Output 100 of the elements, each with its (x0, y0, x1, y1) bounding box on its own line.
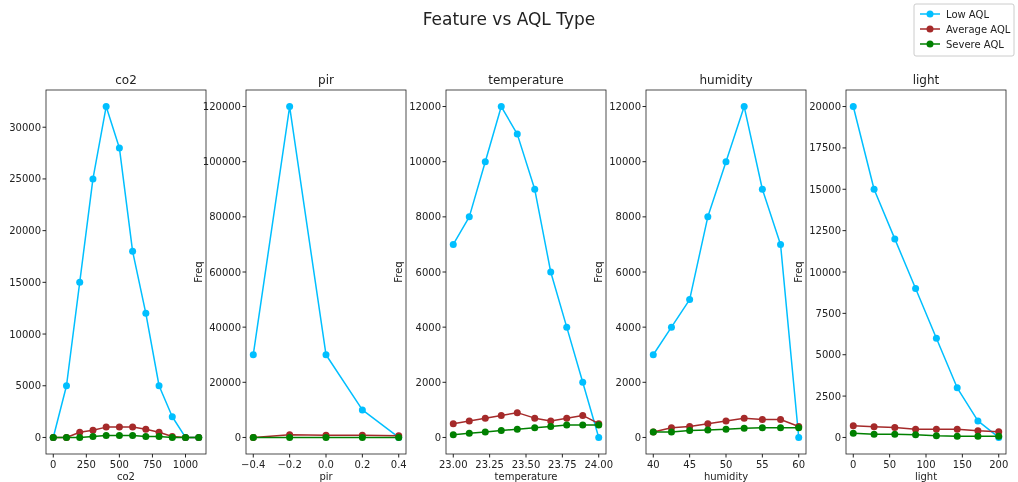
y-tick-label: 10000 (809, 266, 841, 278)
point (563, 414, 571, 422)
point (155, 382, 163, 390)
point (932, 432, 940, 440)
point (513, 425, 521, 433)
point (449, 420, 457, 428)
x-tick-label: −0.2 (277, 459, 302, 470)
x-tick-label: 0.2 (354, 459, 371, 470)
point (870, 430, 878, 438)
point (595, 433, 603, 441)
y-tick-label: 30000 (9, 121, 41, 133)
y-tick-label: 6000 (615, 266, 641, 278)
point (89, 175, 97, 183)
point (649, 351, 657, 359)
point (777, 240, 785, 248)
x-tick-label: 500 (109, 459, 129, 470)
y-axis-title: Freq (193, 261, 204, 283)
x-tick-label: 23.50 (511, 459, 541, 470)
point (155, 432, 163, 440)
x-tick-label: 200 (989, 459, 1009, 470)
x-tick-label: −0.4 (241, 459, 266, 470)
point (722, 158, 730, 166)
y-tick-label: 20000 (9, 225, 41, 237)
x-tick-label: 0.0 (318, 459, 334, 470)
x-tick-label: 55 (756, 459, 769, 470)
y-tick-label: 10000 (409, 156, 441, 168)
point (686, 427, 694, 435)
point (115, 431, 123, 439)
point (497, 427, 505, 435)
x-axis-title: humidity (703, 471, 749, 482)
x-tick-label: 24.00 (584, 459, 614, 470)
legend-label: Low AQL (946, 8, 990, 20)
x-tick-label: 23.00 (438, 459, 468, 470)
point (974, 432, 982, 440)
point (704, 420, 712, 428)
x-tick-label: 60 (792, 459, 806, 470)
y-tick-label: 7500 (815, 307, 841, 319)
point (102, 431, 110, 439)
point (547, 268, 555, 276)
x-tick-label: 40 (646, 459, 660, 470)
point (667, 323, 675, 331)
point (932, 425, 940, 433)
point (740, 424, 748, 432)
point (531, 424, 539, 432)
point (849, 429, 857, 437)
y-tick-label: 10000 (609, 156, 641, 168)
point (704, 213, 712, 221)
y-axis-title: Freq (593, 261, 604, 283)
legend-label: Severe AQL (946, 38, 1005, 50)
legend-label: Average AQL (946, 23, 1011, 35)
x-tick-label: 150 (952, 459, 972, 470)
x-tick-label: 100 (916, 459, 936, 470)
y-tick-label: 20000 (209, 376, 241, 388)
point (481, 414, 489, 422)
y-tick-label: 12000 (409, 101, 441, 113)
x-tick-label: 1000 (172, 459, 199, 470)
point (704, 426, 712, 434)
point (115, 423, 123, 431)
y-tick-label: 4000 (415, 321, 441, 333)
point (777, 416, 785, 424)
y-tick-label: 2000 (415, 376, 441, 388)
point (547, 422, 555, 430)
point (758, 416, 766, 424)
point (722, 425, 730, 433)
point (531, 414, 539, 422)
y-tick-label: 15000 (809, 183, 841, 195)
point (579, 378, 587, 386)
point (89, 426, 97, 434)
y-tick-label: 20000 (809, 101, 841, 113)
point (102, 423, 110, 431)
y-tick-label: 6000 (415, 266, 441, 278)
y-tick-label: 100000 (202, 156, 241, 168)
point (142, 425, 150, 433)
point (449, 240, 457, 248)
y-tick-label: 10000 (9, 328, 41, 340)
point (891, 424, 899, 432)
point (686, 296, 694, 304)
point (481, 428, 489, 436)
x-tick-label: 0.4 (390, 459, 407, 470)
x-tick-label: 50 (883, 459, 896, 470)
point (129, 247, 137, 255)
point (563, 421, 571, 429)
point (286, 103, 294, 111)
point (722, 417, 730, 425)
point (249, 351, 257, 359)
point (758, 185, 766, 193)
point (531, 185, 539, 193)
x-tick-label: 250 (76, 459, 96, 470)
y-tick-label: 5000 (15, 380, 41, 392)
y-tick-label: 0 (34, 431, 41, 443)
point (358, 406, 366, 414)
point (777, 424, 785, 432)
point (129, 423, 137, 431)
y-tick-label: 2500 (815, 390, 841, 402)
y-tick-label: 15000 (9, 276, 41, 288)
y-tick-label: 8000 (615, 211, 641, 223)
point (953, 425, 961, 433)
point (667, 428, 675, 436)
point (513, 130, 521, 138)
point (953, 384, 961, 392)
